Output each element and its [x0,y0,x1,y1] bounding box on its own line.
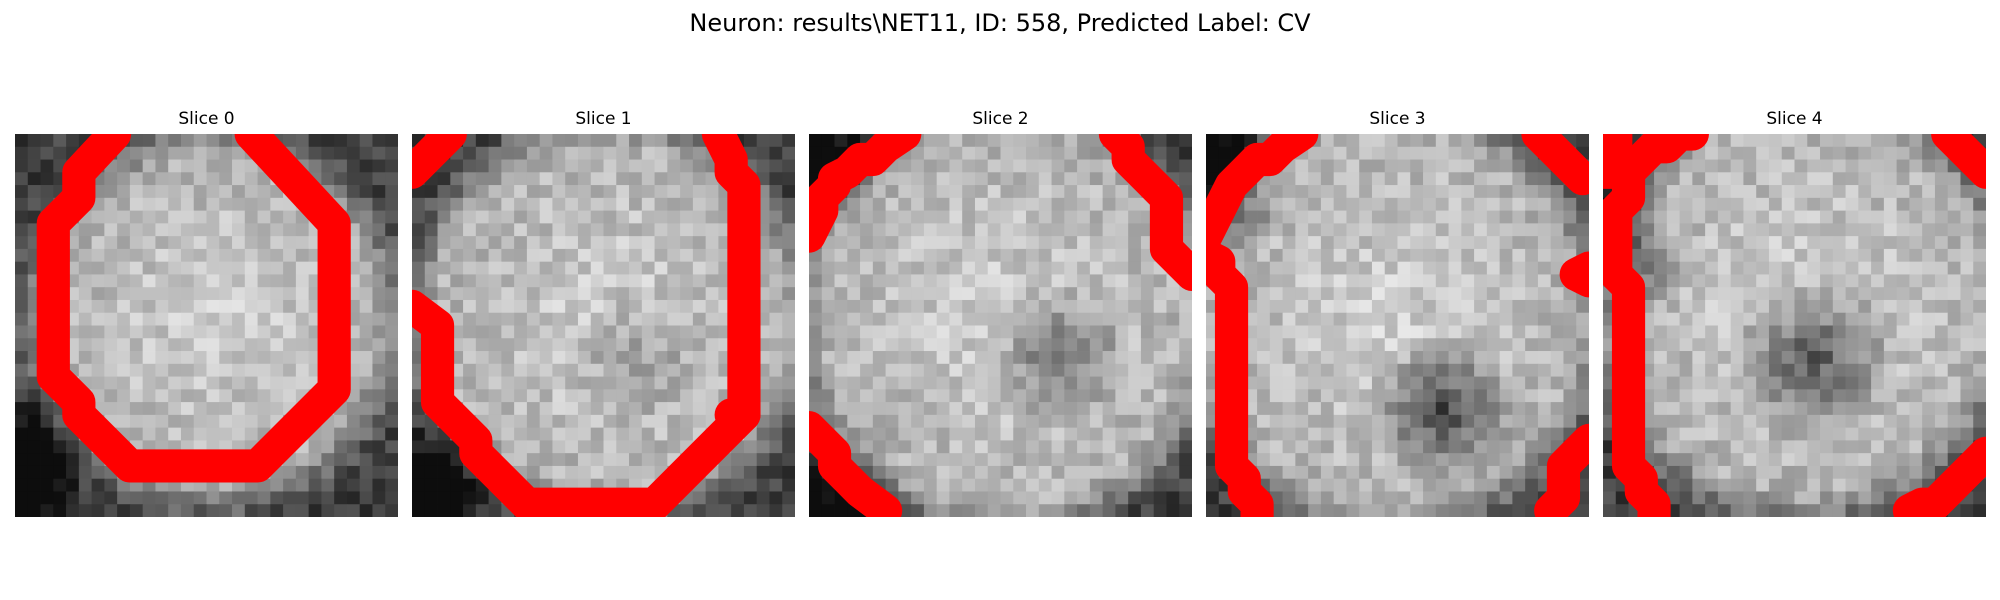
slice-image-2 [809,134,1192,517]
slice-title-2: Slice 2 [972,109,1029,129]
contour-line [1206,238,1274,517]
slice-image-4 [1603,134,1986,517]
contour-line [1206,134,1319,253]
slice-panel-4: Slice 4 [1603,108,1986,517]
slice-image-3 [1206,134,1589,517]
slice-title-3: Slice 3 [1369,109,1426,129]
contour-line [1931,134,1986,189]
contour-line [1559,251,1589,298]
slice-panel-2: Slice 2 [809,108,1192,517]
contour-line [809,411,903,517]
contour-line [36,134,351,483]
slice-image-1 [412,134,795,517]
pixel-grid [809,134,1192,517]
slice-image-0 [15,134,398,517]
contour-line [809,134,922,253]
slice-panel-3: Slice 3 [1206,108,1589,517]
figure-title: Neuron: results\NET11, ID: 558, Predicte… [689,9,1311,37]
slice-title-0: Slice 0 [178,109,235,129]
contour-line [1521,134,1589,196]
slice-title-4: Slice 4 [1766,109,1823,129]
contour-line [412,134,761,517]
slice-title-1: Slice 1 [575,109,632,129]
pixel-grid [1603,134,1986,517]
contour-line [1603,134,1709,517]
contour-line [1098,134,1192,292]
contour-line [412,134,467,189]
contour-line [1534,423,1589,517]
slice-panel-1: Slice 1 [412,108,795,517]
contour-line [1892,436,1986,517]
pixel-grid [1206,134,1589,517]
slice-panel-0: Slice 0 [15,108,398,517]
